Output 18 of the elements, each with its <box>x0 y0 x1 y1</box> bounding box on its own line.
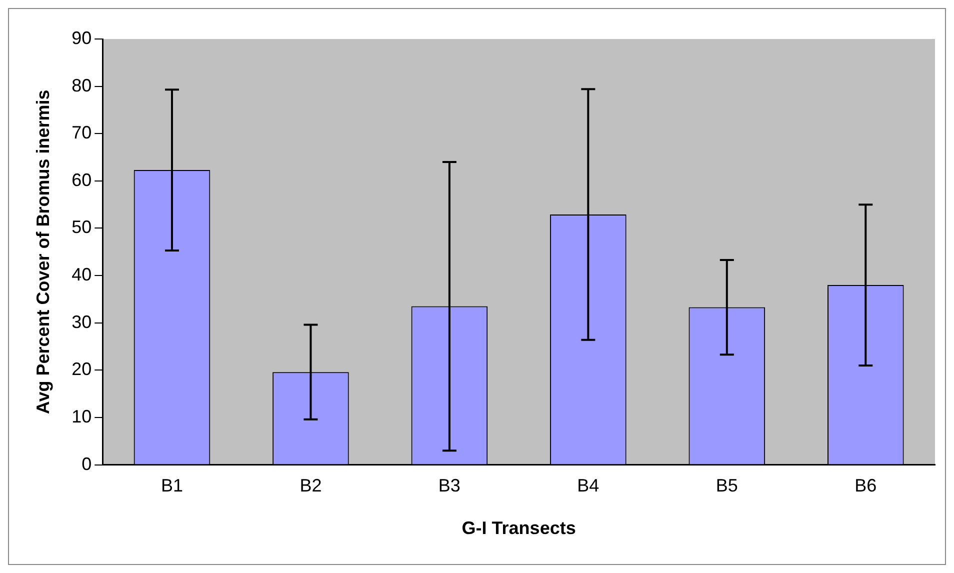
y-tick-label: 50 <box>72 217 92 238</box>
x-tick-label: B3 <box>438 476 460 496</box>
x-axis-title: G-I Transects <box>462 518 576 538</box>
x-tick-label: B2 <box>300 476 322 496</box>
y-tick-label: 70 <box>72 122 92 143</box>
y-tick-label: 60 <box>72 170 92 190</box>
y-tick-label: 90 <box>72 28 92 48</box>
x-tick-label: B4 <box>577 476 600 496</box>
y-tick-label: 30 <box>72 312 92 332</box>
y-tick-label: 0 <box>82 454 92 474</box>
y-tick-label: 80 <box>72 75 92 96</box>
x-tick-label: B5 <box>716 476 738 496</box>
y-axis-title: Avg Percent Cover of Bromus inermis <box>32 90 53 414</box>
y-tick-label: 20 <box>72 359 92 380</box>
x-tick-label: B6 <box>854 476 877 496</box>
y-tick-label: 40 <box>72 264 92 285</box>
x-tick-label: B1 <box>160 476 183 496</box>
y-tick-label: 10 <box>72 406 92 426</box>
